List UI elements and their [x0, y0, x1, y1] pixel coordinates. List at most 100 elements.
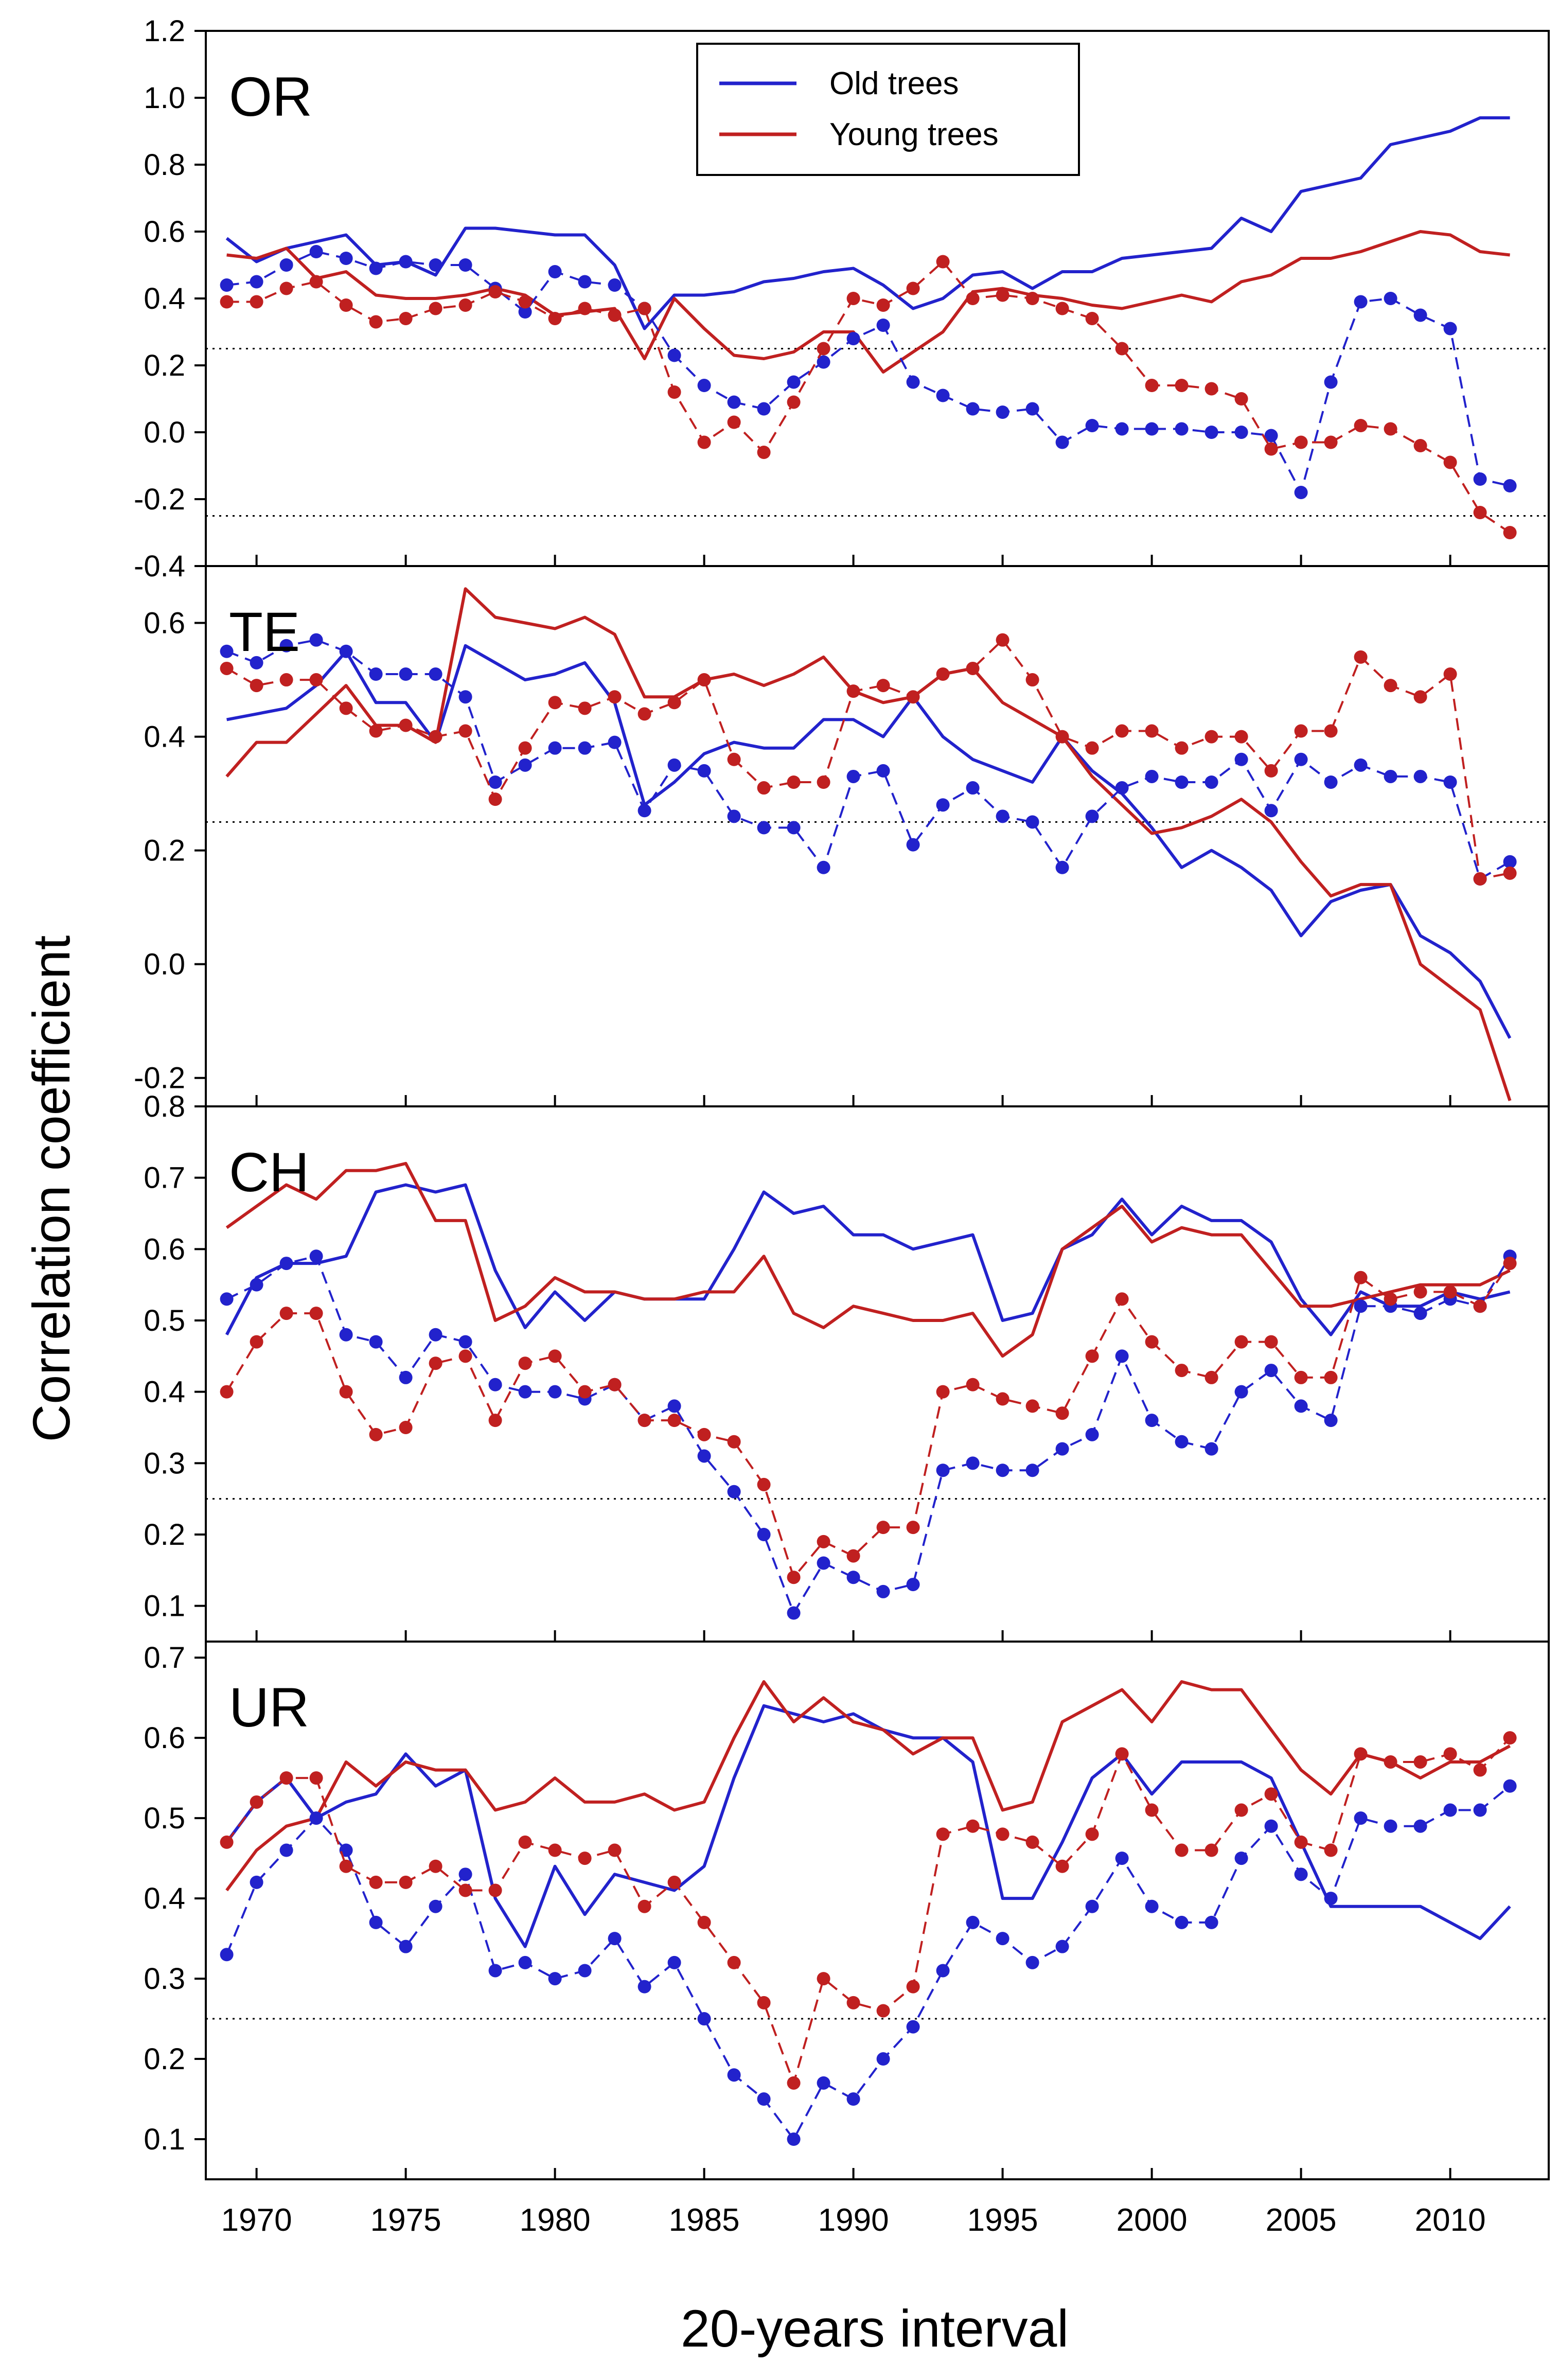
- point-ch-old: [518, 1385, 532, 1399]
- y-tick-label-or: 0.4: [144, 282, 185, 315]
- point-te-old: [578, 741, 592, 755]
- point-or-old: [1294, 486, 1308, 499]
- point-te-old: [787, 821, 801, 835]
- point-ch-old: [1204, 1442, 1218, 1456]
- point-or-young: [966, 292, 980, 305]
- point-te-old: [1294, 752, 1308, 766]
- point-te-old: [548, 741, 562, 755]
- point-or-old: [1204, 426, 1218, 439]
- point-te-old: [996, 809, 1009, 823]
- point-ch-young: [1473, 1299, 1487, 1313]
- point-te-old: [1354, 758, 1368, 772]
- y-tick-label-te: 0.6: [144, 607, 185, 640]
- point-ur-old: [1294, 1867, 1308, 1881]
- point-ur-young: [936, 1827, 950, 1841]
- series-ur-old-dashed: [225, 1785, 1511, 2140]
- point-ch-old: [1413, 1307, 1427, 1320]
- point-te-old: [846, 769, 860, 783]
- point-ch-young: [876, 1521, 890, 1535]
- point-or-old: [608, 278, 622, 292]
- point-or-old: [339, 252, 353, 265]
- point-te-old: [399, 667, 413, 681]
- point-ch-old: [936, 1464, 950, 1477]
- point-te-young: [846, 684, 860, 698]
- point-te-young: [1294, 724, 1308, 738]
- point-ur-old: [1264, 1819, 1278, 1833]
- point-or-young: [906, 281, 920, 295]
- point-or-old: [1354, 295, 1368, 309]
- point-ur-young: [1324, 1843, 1338, 1857]
- point-te-young: [1025, 673, 1039, 687]
- point-ur-young: [1025, 1835, 1039, 1849]
- point-or-old: [1413, 308, 1427, 322]
- point-te-old: [936, 798, 950, 812]
- point-or-old: [996, 406, 1009, 419]
- point-ch-young: [279, 1307, 293, 1320]
- point-ur-young: [846, 1996, 860, 2009]
- point-or-young: [578, 302, 592, 315]
- point-or-young: [1055, 302, 1069, 315]
- point-or-old: [846, 332, 860, 345]
- y-tick-label-ur: 0.3: [144, 1962, 185, 1996]
- x-tick-label: 1970: [221, 2202, 292, 2238]
- point-ur-old: [697, 2012, 711, 2026]
- point-ur-young: [1413, 1755, 1427, 1769]
- point-or-young: [250, 295, 263, 309]
- point-te-young: [220, 661, 234, 675]
- point-ur-old: [458, 1867, 472, 1881]
- point-ur-young: [1234, 1803, 1248, 1817]
- y-tick-label-ur: 0.2: [144, 2042, 185, 2076]
- point-ch-old: [250, 1278, 263, 1292]
- legend-label-old-trees: Old trees: [829, 66, 959, 101]
- point-ur-old: [1443, 1803, 1457, 1817]
- series-te-old-solid: [226, 644, 1512, 1039]
- point-or-young: [339, 298, 353, 312]
- point-te-young: [787, 775, 801, 789]
- point-or-young: [429, 302, 442, 315]
- series-ur-young-solid: [225, 1680, 1511, 1892]
- point-or-young: [727, 415, 741, 429]
- point-or-old: [876, 319, 890, 332]
- point-ch-old: [667, 1399, 681, 1413]
- point-ur-old: [369, 1915, 383, 1929]
- point-ch-young: [667, 1414, 681, 1427]
- point-ch-young: [1384, 1292, 1397, 1306]
- point-ch-young: [488, 1414, 502, 1427]
- point-te-old: [1025, 815, 1039, 829]
- series-or-young-solid: [226, 230, 1510, 374]
- point-ur-young: [309, 1771, 323, 1785]
- point-ch-young: [637, 1414, 651, 1427]
- point-or-old: [727, 395, 741, 409]
- point-ch-young: [429, 1356, 442, 1370]
- point-ur-old: [996, 1932, 1009, 1946]
- point-ur-young: [1264, 1787, 1278, 1801]
- point-ch-young: [1175, 1364, 1189, 1378]
- point-ur-young: [1503, 1731, 1517, 1745]
- point-ch-old: [1055, 1442, 1069, 1456]
- point-ch-old: [1294, 1399, 1308, 1413]
- point-ur-old: [667, 1955, 681, 1969]
- point-or-young: [637, 302, 651, 315]
- chart-panels: -0.4 -0.2 0.0 0.2 0.4 0.6 0.8 1.0 1.2 OR -0.2 0.0 0.…: [134, 14, 1550, 2180]
- point-te-young: [399, 718, 413, 732]
- point-ch-old: [1175, 1435, 1189, 1449]
- point-ch-young: [757, 1477, 771, 1491]
- point-ch-old: [1264, 1364, 1278, 1378]
- point-ch-young: [1294, 1370, 1308, 1384]
- point-te-old: [309, 633, 323, 647]
- point-ur-young: [757, 1996, 771, 2009]
- point-ch-young: [1204, 1370, 1218, 1384]
- point-te-young: [936, 667, 950, 681]
- point-or-young: [548, 312, 562, 325]
- panel-label-ur: UR: [229, 1676, 309, 1738]
- x-tick-label: 1990: [818, 2202, 889, 2238]
- point-ur-young: [250, 1795, 263, 1809]
- point-te-young: [1055, 730, 1069, 744]
- point-ch-young: [1025, 1399, 1039, 1413]
- point-or-young: [1234, 392, 1248, 406]
- point-or-old: [936, 389, 950, 402]
- point-ur-young: [1294, 1835, 1308, 1849]
- point-ur-young: [548, 1843, 562, 1857]
